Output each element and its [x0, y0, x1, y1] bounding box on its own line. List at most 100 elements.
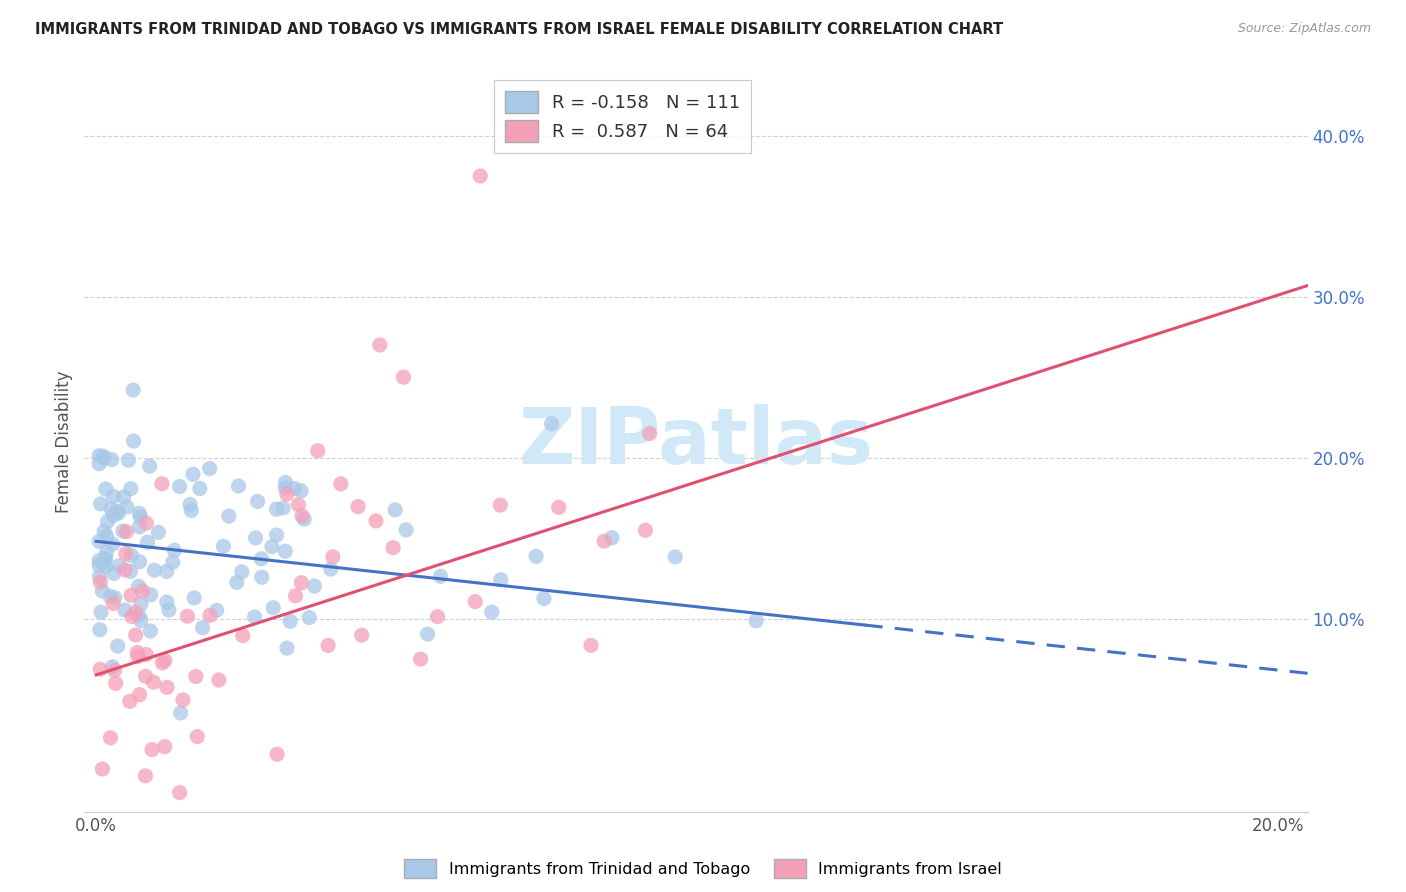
Point: [291, 508, 314, 523]
Point: [128, 555, 150, 569]
Point: [150, 476, 173, 491]
Point: [103, 566, 125, 581]
Point: [131, 584, 153, 599]
Point: [94, 559, 117, 574]
Point: [179, 498, 201, 512]
Point: [600, 531, 623, 545]
Point: [96, 529, 118, 543]
Point: [143, 563, 166, 577]
Point: [90, 605, 112, 619]
Point: [489, 573, 512, 587]
Point: [181, 467, 204, 482]
Point: [128, 520, 150, 534]
Point: [91, 762, 114, 776]
Point: [186, 730, 208, 744]
Point: [176, 609, 198, 624]
Point: [120, 565, 142, 579]
Point: [127, 649, 149, 664]
Point: [243, 610, 266, 624]
Point: [89, 534, 111, 549]
Point: [533, 591, 555, 606]
Point: [135, 669, 157, 683]
Point: [103, 489, 125, 503]
Point: [347, 500, 370, 514]
Point: [274, 481, 297, 495]
Point: [329, 476, 352, 491]
Point: [364, 514, 387, 528]
Point: [409, 652, 432, 666]
Point: [135, 516, 157, 531]
Point: [156, 565, 179, 579]
Point: [162, 555, 184, 569]
Point: [205, 603, 228, 617]
Point: [104, 591, 127, 605]
Point: [136, 535, 159, 549]
Point: [139, 588, 162, 602]
Point: [120, 482, 142, 496]
Point: [89, 623, 111, 637]
Point: [89, 570, 111, 584]
Point: [93, 555, 115, 569]
Y-axis label: Female Disability: Female Disability: [55, 370, 73, 513]
Point: [172, 693, 194, 707]
Point: [276, 487, 298, 501]
Point: [142, 675, 165, 690]
Point: [231, 565, 253, 579]
Point: [89, 662, 111, 676]
Point: [96, 545, 118, 559]
Point: [152, 656, 174, 670]
Point: [138, 459, 160, 474]
Point: [470, 169, 492, 183]
Point: [101, 537, 124, 551]
Point: [350, 628, 373, 642]
Point: [89, 457, 111, 471]
Point: [634, 523, 657, 537]
Point: [128, 688, 150, 702]
Point: [384, 503, 406, 517]
Point: [120, 588, 142, 602]
Point: [169, 479, 191, 493]
Point: [94, 551, 117, 566]
Point: [322, 549, 344, 564]
Point: [745, 614, 768, 628]
Point: [524, 549, 547, 564]
Point: [290, 575, 312, 590]
Point: [128, 608, 150, 623]
Text: Source: ZipAtlas.com: Source: ZipAtlas.com: [1237, 22, 1371, 36]
Point: [90, 497, 112, 511]
Point: [120, 549, 142, 563]
Point: [284, 589, 307, 603]
Point: [489, 498, 512, 512]
Point: [115, 500, 138, 514]
Point: [316, 639, 339, 653]
Point: [108, 558, 131, 573]
Point: [98, 590, 121, 604]
Point: [141, 742, 163, 756]
Point: [104, 664, 127, 678]
Point: [382, 541, 405, 555]
Point: [191, 621, 214, 635]
Point: [218, 509, 240, 524]
Point: [124, 606, 146, 620]
Point: [198, 608, 221, 623]
Point: [107, 639, 129, 653]
Point: [156, 595, 179, 609]
Point: [540, 417, 562, 431]
Point: [104, 676, 127, 690]
Point: [228, 479, 250, 493]
Point: [127, 646, 149, 660]
Point: [429, 569, 451, 583]
Point: [157, 603, 180, 617]
Point: [114, 547, 136, 561]
Point: [298, 610, 321, 624]
Point: [93, 451, 115, 466]
Point: [93, 524, 115, 539]
Point: [89, 558, 111, 573]
Point: [94, 553, 117, 567]
Point: [392, 370, 415, 384]
Point: [124, 628, 146, 642]
Point: [89, 553, 111, 567]
Point: [260, 540, 283, 554]
Point: [245, 531, 267, 545]
Point: [89, 449, 111, 463]
